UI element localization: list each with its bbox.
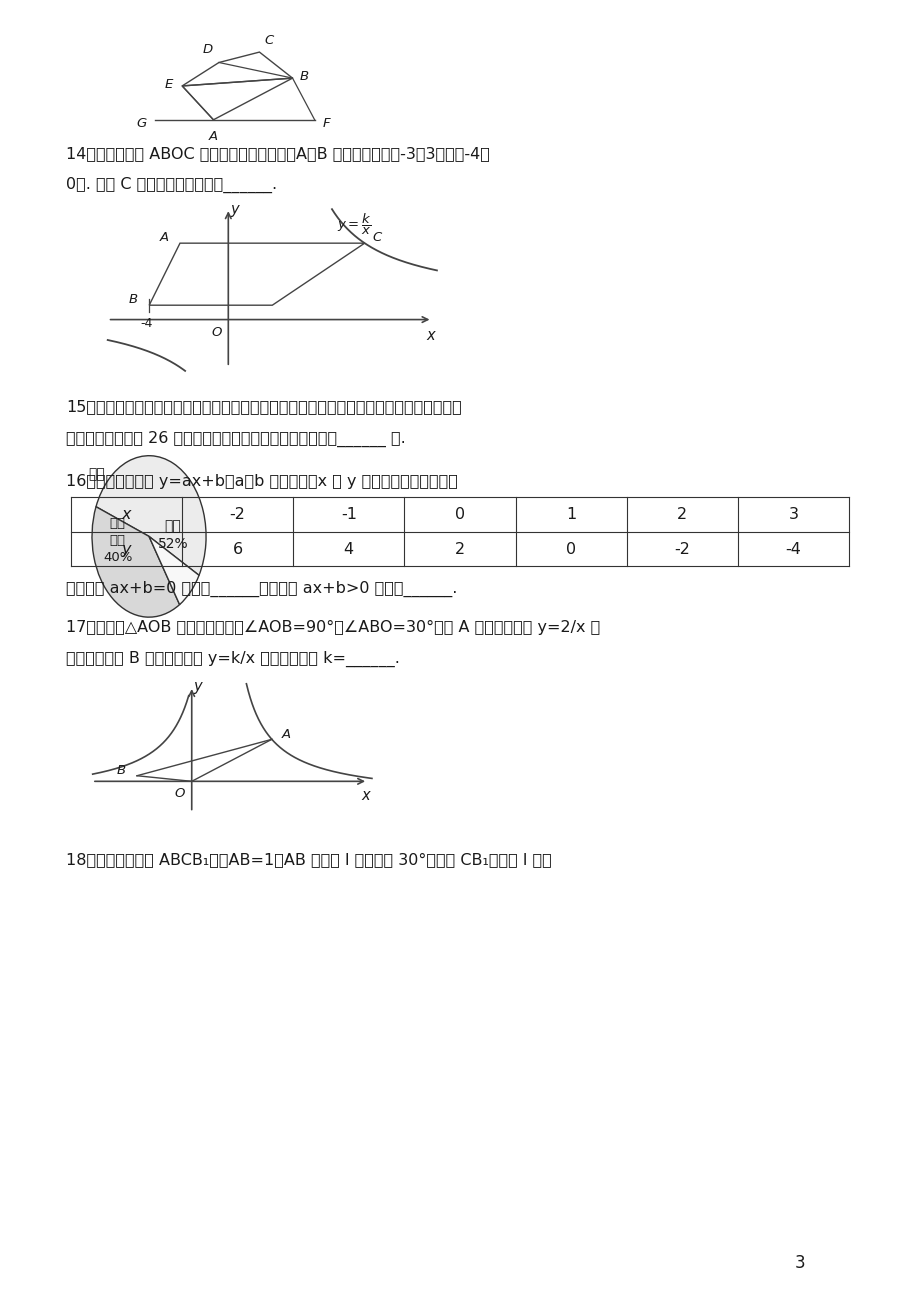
Text: 交车: 交车 (109, 534, 126, 547)
Text: 骑车: 骑车 (165, 519, 181, 533)
Text: 其他: 其他 (88, 467, 105, 480)
Text: E: E (165, 78, 174, 91)
Text: -4: -4 (785, 542, 800, 557)
Text: 2: 2 (676, 506, 686, 522)
Text: $y=\dfrac{k}{x}$: $y=\dfrac{k}{x}$ (336, 212, 371, 237)
Text: A: A (160, 232, 169, 245)
Text: 图象上，若点 B 在反比例函数 y=k/x 的图象上，则 k=______.: 图象上，若点 B 在反比例函数 y=k/x 的图象上，则 k=______. (66, 651, 400, 667)
Text: 0）. 则过 C 的双曲线表达式为：______.: 0）. 则过 C 的双曲线表达式为：______. (66, 177, 277, 193)
Text: 15．某班主任把本班学生上学方式的调查结果绘制成如图所示的不完整的统计图，已知骑自: 15．某班主任把本班学生上学方式的调查结果绘制成如图所示的不完整的统计图，已知骑… (66, 398, 461, 414)
Text: y: y (194, 678, 202, 694)
Wedge shape (92, 506, 179, 617)
Text: C: C (264, 34, 273, 47)
Text: 0: 0 (565, 542, 575, 557)
Text: A: A (281, 728, 290, 741)
Text: 18．如图，正方形 ABCB₁中，AB=1，AB 与直线 l 的夹角为 30°，延长 CB₁交直线 l 于点: 18．如图，正方形 ABCB₁中，AB=1，AB 与直线 l 的夹角为 30°，… (66, 852, 551, 867)
Text: -2: -2 (230, 506, 245, 522)
Text: 0: 0 (454, 506, 465, 522)
Text: y: y (121, 542, 131, 557)
Text: 3: 3 (788, 506, 798, 522)
Text: B: B (300, 70, 309, 83)
Text: O: O (211, 326, 221, 339)
Text: y: y (230, 202, 239, 217)
Text: x: x (361, 788, 370, 803)
Text: -1: -1 (340, 506, 357, 522)
Text: A: A (209, 130, 218, 143)
Wedge shape (149, 536, 199, 604)
Text: x: x (121, 506, 131, 522)
Text: 17．如图，△AOB 是直角三角形，∠AOB=90°，∠ABO=30°，点 A 在反比例函数 y=2/x 的: 17．如图，△AOB 是直角三角形，∠AOB=90°，∠ABO=30°，点 A … (66, 620, 600, 635)
Text: 6: 6 (233, 542, 243, 557)
Text: 乘公: 乘公 (109, 517, 126, 530)
Text: 52%: 52% (157, 538, 188, 551)
Text: B: B (117, 764, 126, 777)
Text: 那么方程 ax+b=0 的解是______，不等式 ax+b>0 的解是______.: 那么方程 ax+b=0 的解是______，不等式 ax+b>0 的解是____… (66, 581, 457, 596)
Text: 16．已知一次函数 y=ax+b（a、b 为常数），x 与 y 的部分对应值如右表：: 16．已知一次函数 y=ax+b（a、b 为常数），x 与 y 的部分对应值如右… (66, 474, 458, 490)
Text: x: x (425, 328, 435, 342)
Text: G: G (136, 117, 147, 130)
Text: F: F (323, 117, 330, 130)
Text: 4: 4 (344, 542, 354, 557)
Text: 2: 2 (454, 542, 465, 557)
Text: 3: 3 (794, 1254, 805, 1272)
Text: 1: 1 (565, 506, 575, 522)
Text: 行车上学的学生有 26 人，则采用其他方式上学的学生人数为______ 人.: 行车上学的学生有 26 人，则采用其他方式上学的学生人数为______ 人. (66, 431, 405, 447)
Text: B: B (129, 293, 138, 306)
Text: -2: -2 (674, 542, 689, 557)
Wedge shape (96, 456, 206, 575)
Text: 14．平行四边形 ABOC 在平面直角坐标系中，A、B 的坐标分别为（-3，3），（-4，: 14．平行四边形 ABOC 在平面直角坐标系中，A、B 的坐标分别为（-3，3）… (66, 146, 490, 161)
Text: -4: -4 (140, 316, 153, 329)
Text: C: C (372, 232, 381, 245)
Text: D: D (202, 43, 213, 56)
Text: O: O (175, 786, 185, 799)
Text: 40%: 40% (103, 551, 132, 564)
